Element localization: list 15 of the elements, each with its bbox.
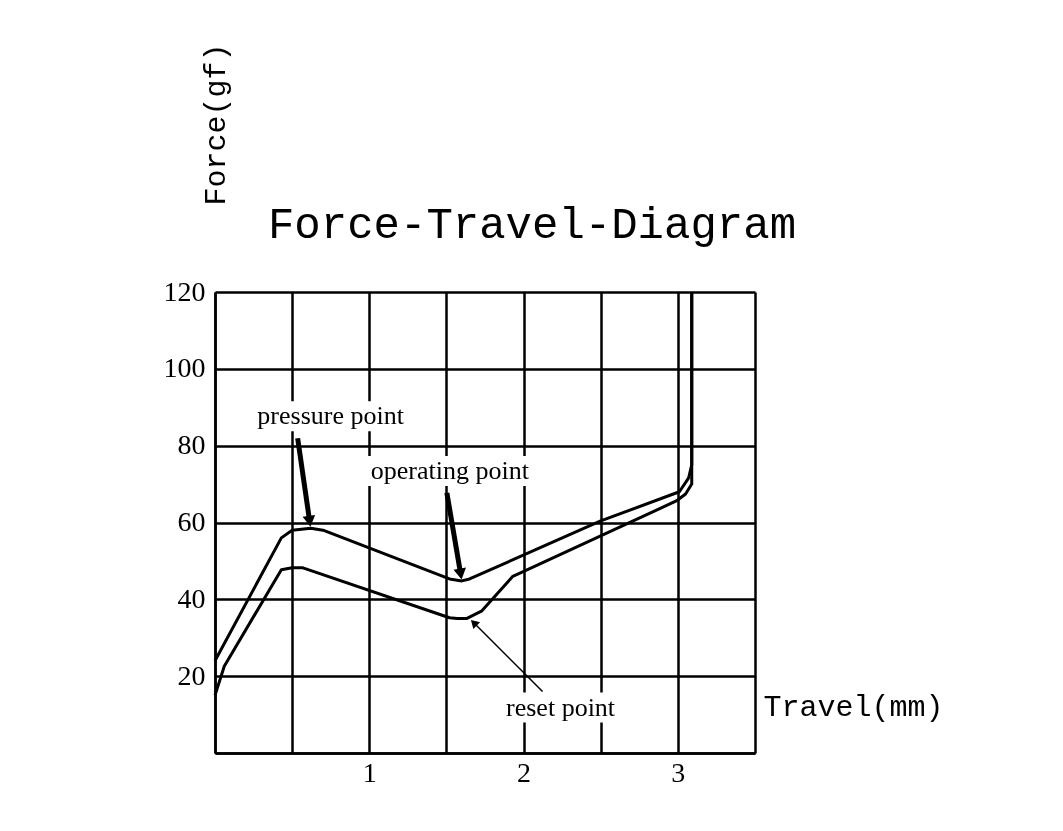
y-tick-label: 100 [163,352,206,384]
y-tick-label: 40 [177,582,206,614]
y-tick-label: 20 [177,659,206,691]
y-tick-label: 80 [177,429,206,461]
x-axis-title: Travel(mm) [763,690,944,725]
x-tick-label: 1 [362,756,377,788]
annotation: operating point [370,455,530,485]
y-axis-title: Force(gf) [199,43,234,206]
chart-title: Force-Travel-Diagram [267,201,797,251]
x-tick-label: 2 [517,756,532,788]
y-tick-label: 120 [163,275,206,307]
x-tick-label: 3 [671,756,686,788]
annotation: pressure point [257,401,405,431]
annotation: reset point [506,692,616,722]
y-tick-label: 60 [177,506,206,537]
